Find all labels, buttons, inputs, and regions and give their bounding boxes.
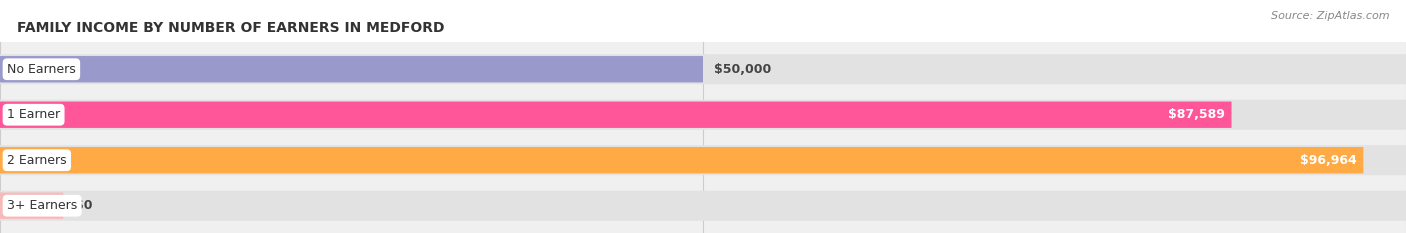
Text: No Earners: No Earners [7, 63, 76, 76]
Text: 2 Earners: 2 Earners [7, 154, 66, 167]
Text: $0: $0 [75, 199, 91, 212]
FancyBboxPatch shape [0, 147, 1364, 173]
FancyBboxPatch shape [0, 100, 1406, 130]
FancyBboxPatch shape [0, 56, 703, 82]
FancyBboxPatch shape [0, 145, 1406, 175]
FancyBboxPatch shape [0, 54, 1406, 84]
Text: $50,000: $50,000 [714, 63, 772, 76]
Text: $96,964: $96,964 [1299, 154, 1357, 167]
Text: FAMILY INCOME BY NUMBER OF EARNERS IN MEDFORD: FAMILY INCOME BY NUMBER OF EARNERS IN ME… [17, 21, 444, 35]
Text: 1 Earner: 1 Earner [7, 108, 60, 121]
FancyBboxPatch shape [0, 191, 1406, 221]
Text: 3+ Earners: 3+ Earners [7, 199, 77, 212]
FancyBboxPatch shape [0, 102, 1232, 128]
FancyBboxPatch shape [0, 192, 63, 219]
Text: Source: ZipAtlas.com: Source: ZipAtlas.com [1271, 11, 1389, 21]
Text: $87,589: $87,589 [1167, 108, 1225, 121]
